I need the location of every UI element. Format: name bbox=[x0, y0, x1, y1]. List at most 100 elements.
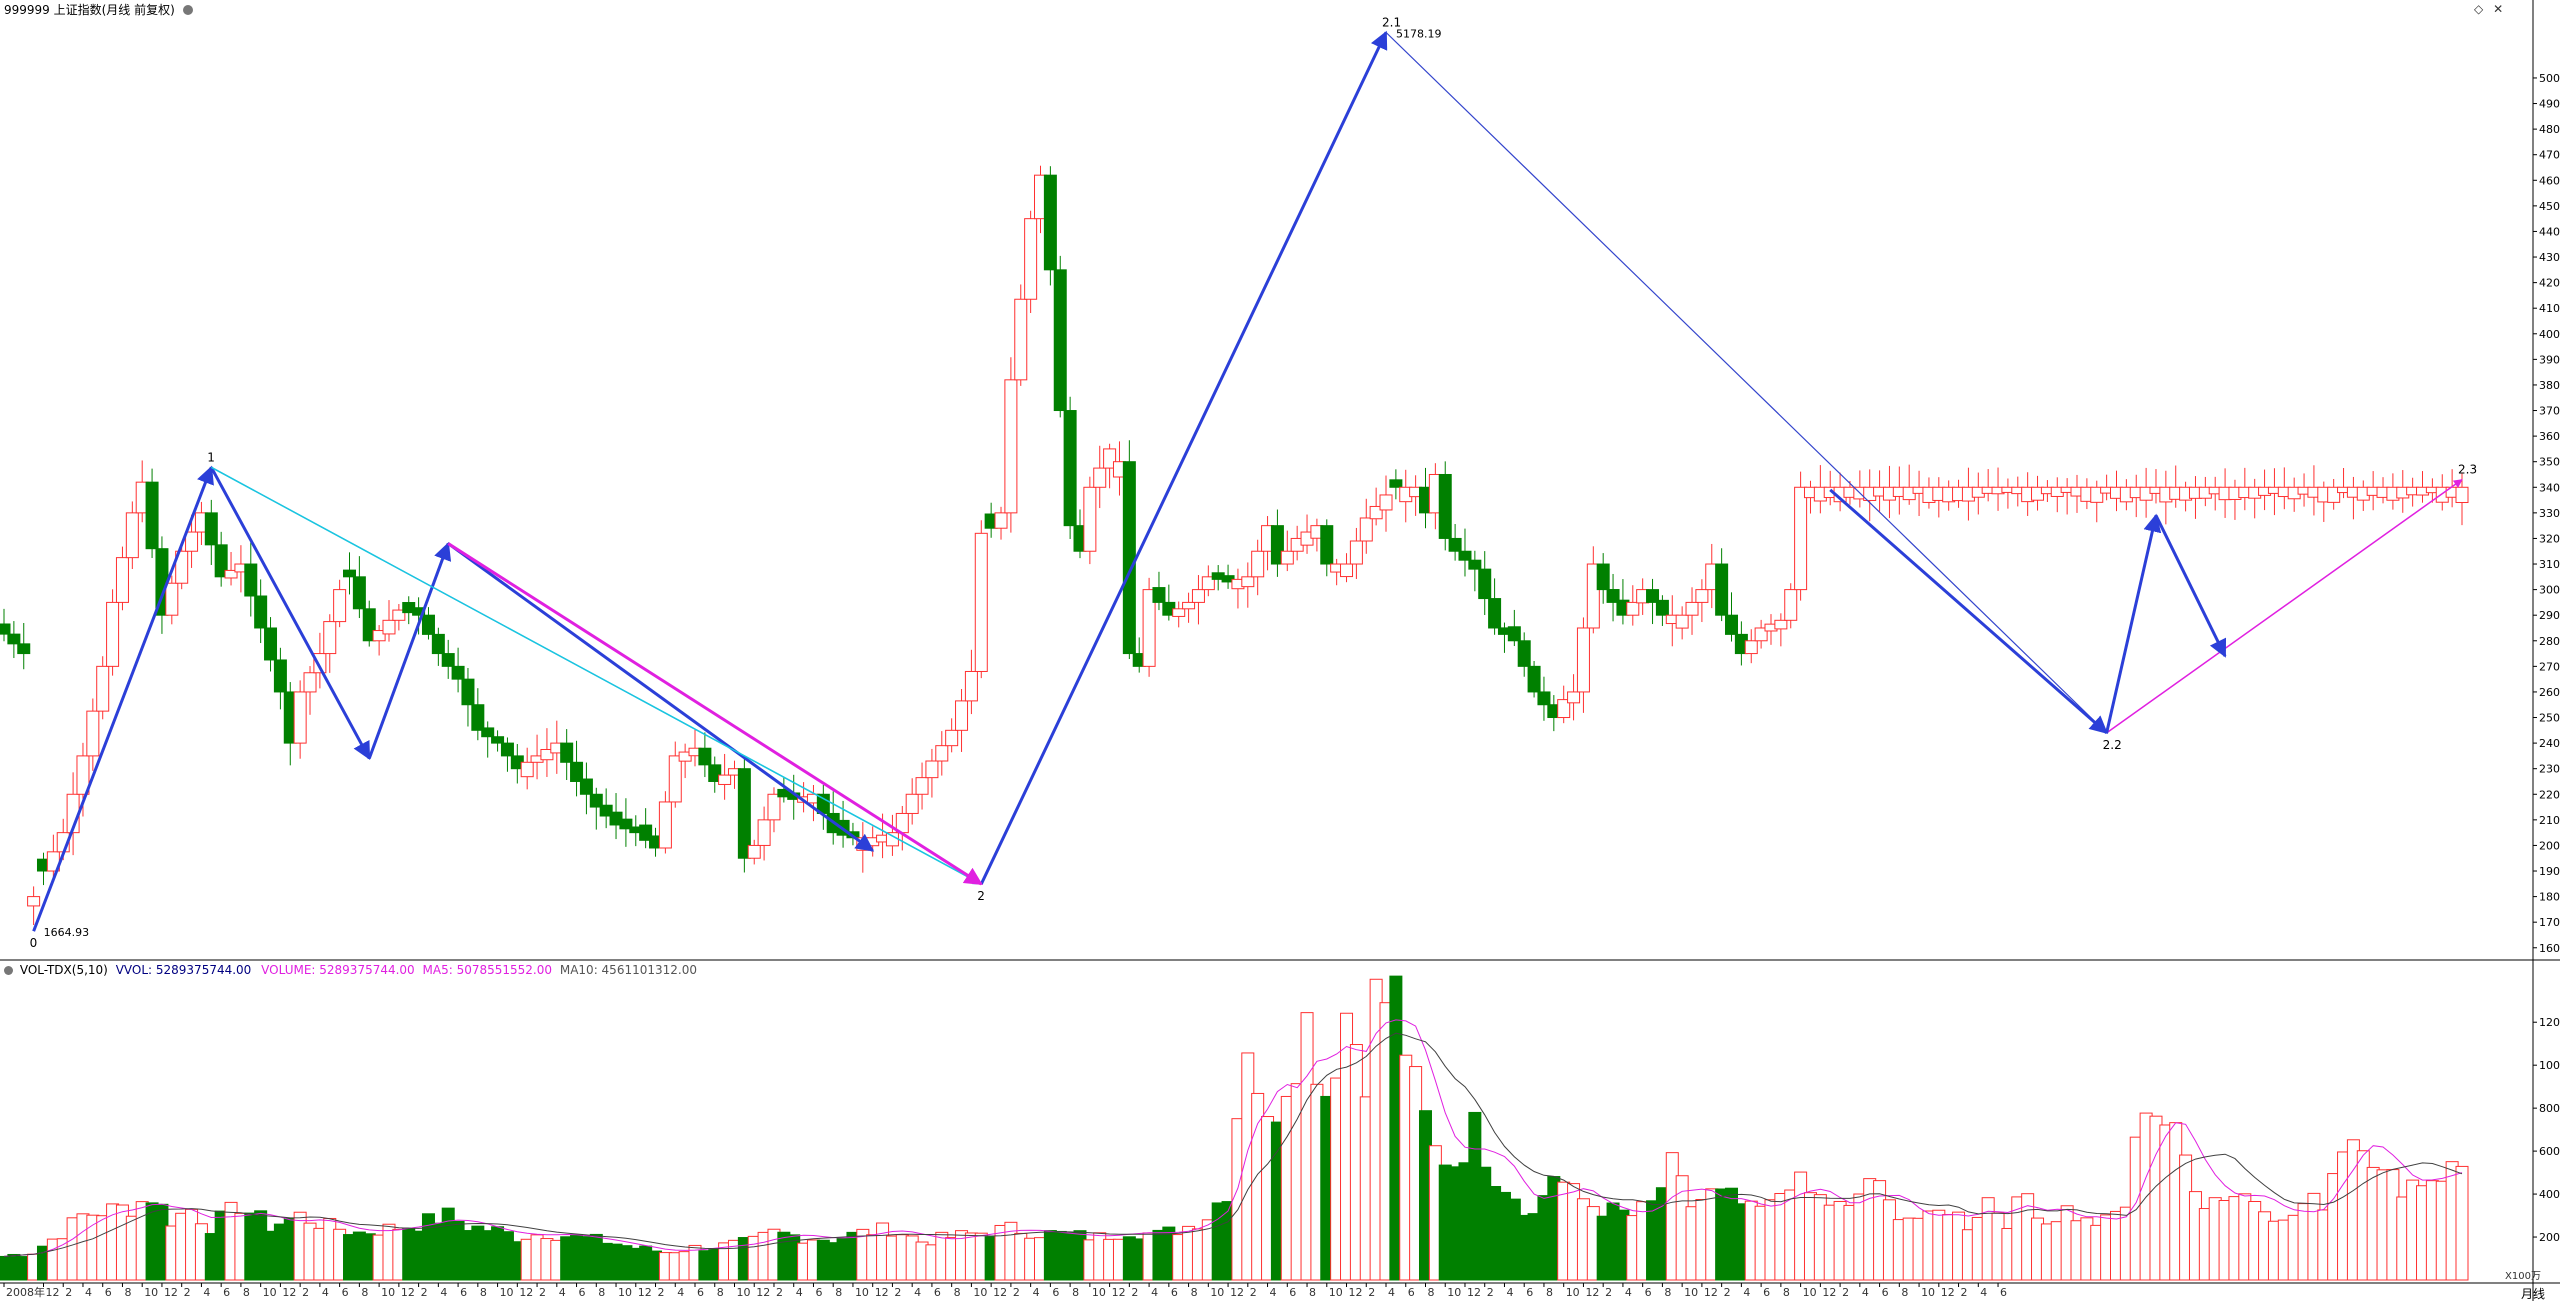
candle-down bbox=[579, 778, 593, 795]
price-tick-label: 4800 bbox=[2539, 123, 2560, 136]
candle-up bbox=[1340, 563, 1354, 578]
time-tick-label: 12 bbox=[401, 1286, 415, 1299]
time-tick-label: 12 bbox=[875, 1286, 889, 1299]
volume-value: VOLUME: 5289375744.00 bbox=[261, 963, 415, 977]
time-tick-label: 2 bbox=[184, 1286, 191, 1299]
candle-up bbox=[1359, 517, 1373, 542]
time-tick-label: 10 bbox=[1447, 1286, 1461, 1299]
candle-up bbox=[964, 670, 978, 702]
price-tick-label: 3900 bbox=[2539, 353, 2560, 366]
candle-down bbox=[264, 627, 278, 661]
time-tick-label: 4 bbox=[440, 1286, 447, 1299]
volume-tick-label: 8000 bbox=[2539, 1102, 2560, 1115]
candle-down bbox=[1053, 269, 1067, 412]
candle-down bbox=[1063, 410, 1077, 527]
candle-down bbox=[1152, 587, 1166, 603]
candle-up bbox=[1241, 576, 1255, 588]
candle-down bbox=[1448, 537, 1462, 552]
time-tick-label: 4 bbox=[1388, 1286, 1395, 1299]
candle-up bbox=[1675, 614, 1689, 629]
time-tick-label: 2 bbox=[894, 1286, 901, 1299]
time-tick-label: 8 bbox=[1309, 1286, 1316, 1299]
candle-up bbox=[668, 755, 682, 803]
candle-up bbox=[372, 630, 386, 642]
candle-down bbox=[451, 665, 465, 680]
candle-down bbox=[204, 512, 218, 546]
candle-up bbox=[718, 774, 732, 785]
time-tick-label: 6 bbox=[1408, 1286, 1415, 1299]
time-tick-label: 8 bbox=[480, 1286, 487, 1299]
close-icon[interactable]: ✕ bbox=[2493, 2, 2504, 16]
candle-up bbox=[115, 557, 129, 603]
price-tick-label: 2600 bbox=[2539, 686, 2560, 699]
time-tick-label: 12 bbox=[638, 1286, 652, 1299]
time-tick-label: 12 bbox=[282, 1286, 296, 1299]
time-tick-label: 6 bbox=[815, 1286, 822, 1299]
price-annotation: 5178.19 bbox=[1396, 27, 1442, 40]
channel-cyan-line bbox=[210, 466, 983, 885]
time-tick-label: 10 bbox=[1210, 1286, 1224, 1299]
time-tick-label: 4 bbox=[1743, 1286, 1750, 1299]
time-tick-label: 4 bbox=[796, 1286, 803, 1299]
candle-up bbox=[1685, 601, 1699, 616]
candle-down bbox=[1468, 559, 1482, 570]
time-tick-label: 4 bbox=[85, 1286, 92, 1299]
candle-down bbox=[1527, 665, 1541, 693]
candle-down bbox=[7, 633, 21, 645]
time-tick-label: 6 bbox=[342, 1286, 349, 1299]
time-tick-label: 10 bbox=[1921, 1286, 1935, 1299]
time-tick-label: 6 bbox=[1882, 1286, 1889, 1299]
time-tick-label: 12 bbox=[1112, 1286, 1126, 1299]
time-tick-label: 6 bbox=[579, 1286, 586, 1299]
wave-label: 1 bbox=[207, 450, 215, 464]
subwave-down-d bbox=[1829, 488, 2108, 735]
volume-ma10-line bbox=[3, 1032, 2463, 1257]
candle-up bbox=[333, 589, 347, 623]
candle-down bbox=[1043, 174, 1057, 271]
time-tick-label: 2 bbox=[1487, 1286, 1494, 1299]
window-controls: ◇ ✕ bbox=[2474, 2, 2503, 16]
candle-up bbox=[1784, 589, 1798, 621]
diamond-icon[interactable]: ◇ bbox=[2474, 2, 2484, 16]
candle-down bbox=[431, 633, 445, 655]
candle-down bbox=[343, 569, 357, 578]
subwave-down-c bbox=[447, 542, 875, 852]
price-tick-label: 2800 bbox=[2539, 635, 2560, 648]
candle-down bbox=[1389, 479, 1403, 488]
candle-up bbox=[994, 512, 1008, 529]
time-tick-label: 8 bbox=[1072, 1286, 1079, 1299]
candle-up bbox=[540, 749, 554, 761]
time-tick-label: 10 bbox=[381, 1286, 395, 1299]
price-tick-label: 2700 bbox=[2539, 660, 2560, 673]
candle-down bbox=[1517, 640, 1531, 667]
candle-up bbox=[1557, 699, 1571, 719]
candle-up bbox=[915, 777, 929, 795]
ma10-value: MA10: 4561101312.00 bbox=[559, 963, 697, 977]
time-tick-label: 12 bbox=[756, 1286, 770, 1299]
candle-down bbox=[1596, 563, 1610, 591]
time-tick-label: 2 bbox=[658, 1286, 665, 1299]
candle-up bbox=[658, 801, 672, 849]
time-tick-label: 2 bbox=[1368, 1286, 1375, 1299]
volume-indicator-icon[interactable] bbox=[4, 966, 13, 975]
candle-up bbox=[313, 653, 327, 674]
time-tick-label: 12 bbox=[164, 1286, 178, 1299]
time-tick-label: 4 bbox=[322, 1286, 329, 1299]
candle-down bbox=[1320, 525, 1334, 565]
time-tick-label: 12 bbox=[1822, 1286, 1836, 1299]
candle-down bbox=[570, 761, 584, 782]
time-tick-label: 12 bbox=[1467, 1286, 1481, 1299]
candle-down bbox=[1270, 525, 1284, 565]
candle-up bbox=[1626, 601, 1640, 616]
candle-down bbox=[1221, 575, 1235, 583]
settings-icon[interactable] bbox=[182, 5, 193, 15]
candle-down bbox=[1438, 473, 1452, 539]
candle-up bbox=[1172, 608, 1186, 617]
price-tick-label: 3300 bbox=[2539, 507, 2560, 520]
time-tick-label: 8 bbox=[124, 1286, 131, 1299]
price-tick-label: 3600 bbox=[2539, 430, 2560, 443]
candle-down bbox=[1655, 599, 1669, 616]
candle-up bbox=[1083, 486, 1097, 552]
period-label: 月线 bbox=[2521, 1287, 2546, 1301]
time-tick-label: 2 bbox=[1842, 1286, 1849, 1299]
